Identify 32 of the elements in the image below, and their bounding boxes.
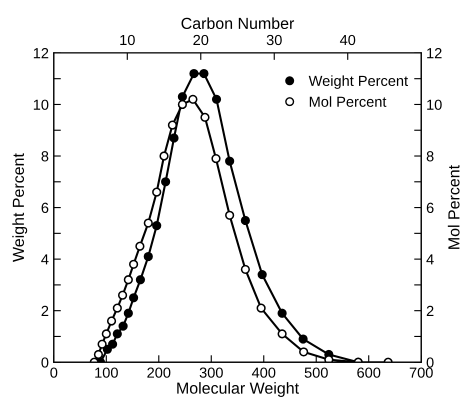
x-tick-label: 0: [50, 367, 58, 378]
x2-tick-label: 20: [193, 34, 208, 46]
y2-tick-label: 4: [426, 254, 434, 264]
x2-axis-title: Carbon Number: [182, 17, 294, 30]
y2-tick-label: 8: [426, 151, 434, 162]
y2-tick-label: 0: [426, 357, 434, 368]
y2-axis-title: Mol Percent: [448, 165, 460, 249]
x2-tick-label: 40: [340, 34, 356, 46]
y2-tick-label: 6: [426, 202, 434, 213]
x-tick-label: 300: [200, 367, 223, 378]
y2-tick-label: 10: [427, 100, 442, 110]
x2-tick-label: 30: [266, 34, 282, 46]
x-axis-title: Molecular Weight: [177, 382, 299, 397]
y-tick-label: 2: [42, 306, 48, 316]
x-tick-label: 600: [357, 367, 380, 378]
y-axis-title: Weight Percent: [12, 153, 28, 262]
y-tick-label: 4: [41, 254, 49, 264]
x-tick-label: 400: [252, 367, 276, 378]
x-tick-label: 200: [147, 367, 170, 378]
legend-label: Weight Percent: [308, 75, 408, 89]
x2-tick-label: 10: [120, 34, 135, 46]
x-tick-label: 700: [410, 367, 433, 378]
y-tick-label: 0: [41, 357, 48, 368]
y-tick-label: 10: [34, 100, 48, 110]
legend-label: Mol Percent: [310, 96, 386, 107]
y2-tick-label: 2: [426, 306, 434, 316]
y-tick-label: 12: [34, 48, 48, 58]
x-tick-label: 500: [304, 367, 328, 378]
y2-tick-label: 12: [427, 48, 442, 58]
y-tick-label: 8: [41, 151, 48, 162]
y-tick-label: 6: [42, 202, 48, 213]
x-tick-label: 100: [95, 367, 118, 378]
